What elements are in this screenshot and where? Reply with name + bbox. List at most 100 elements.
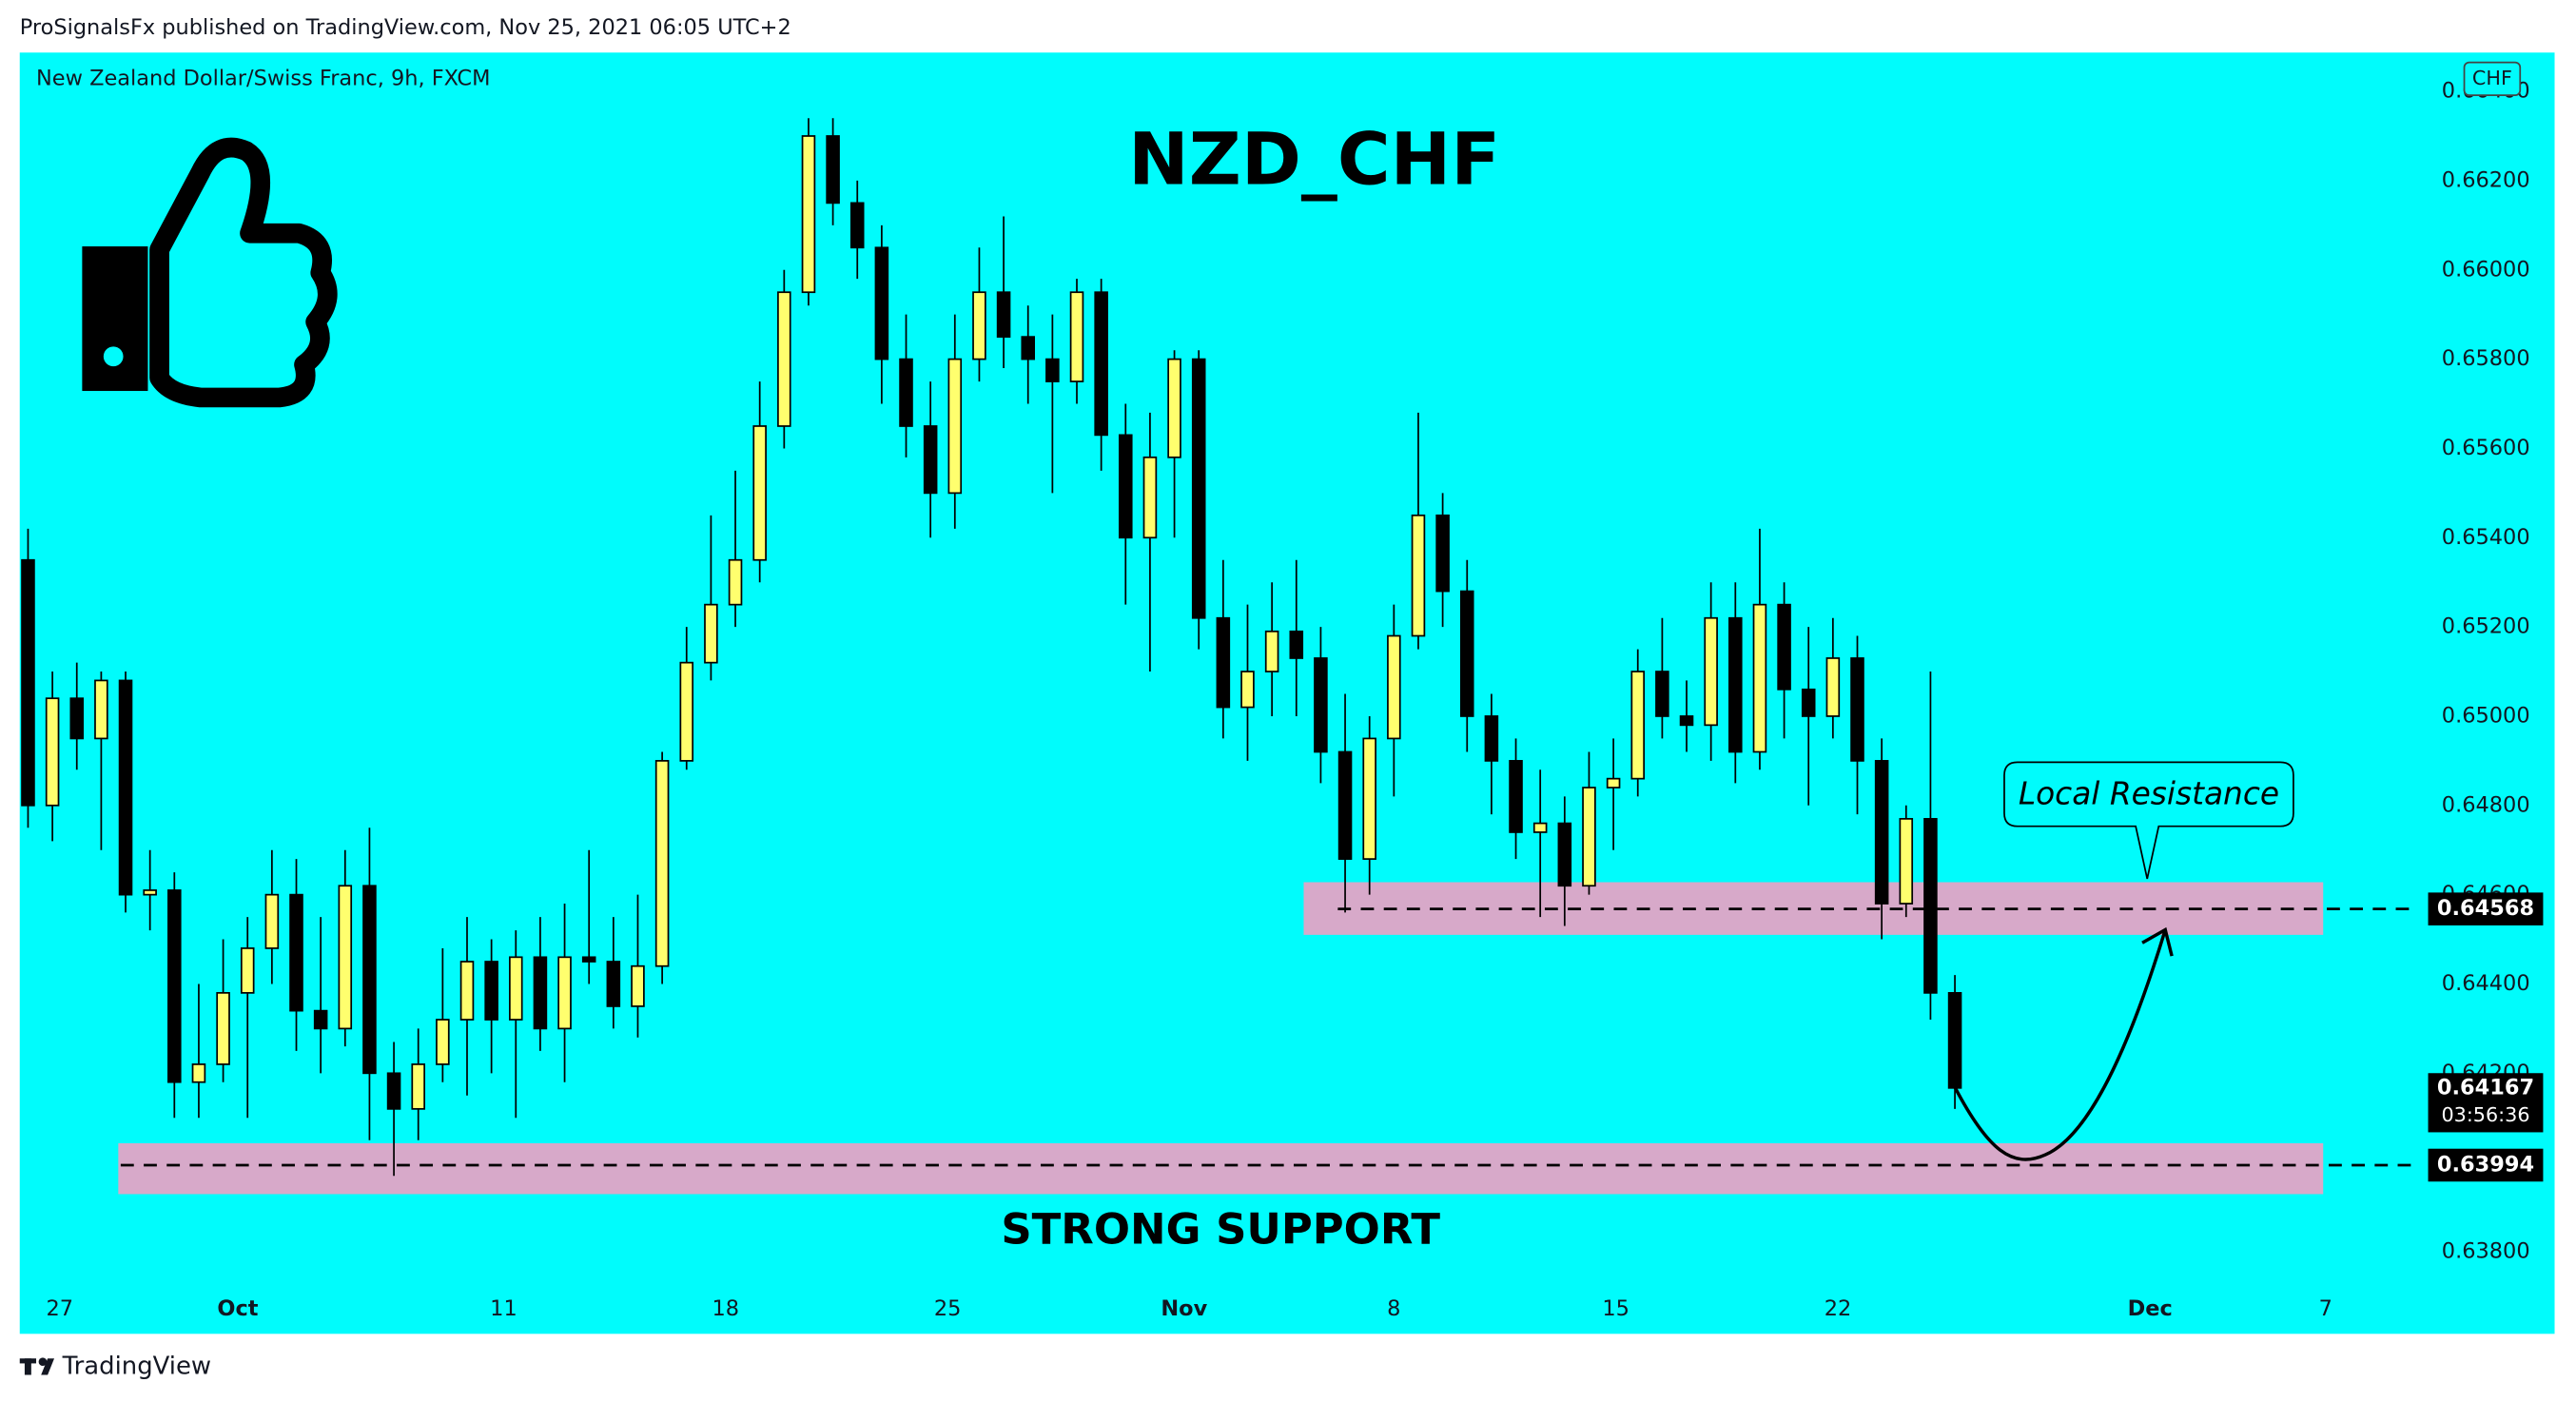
price-zone: [118, 1142, 2324, 1195]
x-tick-label: 15: [1602, 1296, 1630, 1321]
price-axis: 0.638000.640000.642000.644000.646000.648…: [47, 79, 2544, 1321]
candle-body: [1289, 630, 1304, 659]
resistance-annotation: Local Resistance: [2019, 775, 2279, 811]
footer-logo: [19, 1357, 55, 1375]
candle-body: [264, 893, 280, 949]
y-tick-label: 0.64800: [2442, 792, 2530, 817]
candle-body: [1801, 688, 1816, 717]
candle-body: [1655, 671, 1669, 717]
level-tag: [2428, 1148, 2544, 1182]
candle-body: [94, 679, 108, 740]
candle-body: [1509, 760, 1523, 833]
candle-body: [1947, 991, 1962, 1089]
x-tick-label: 27: [47, 1296, 74, 1321]
candle-body: [947, 358, 963, 495]
x-tick-label: 7: [2319, 1296, 2332, 1321]
candle-body: [1606, 777, 1621, 789]
candle-body: [1094, 291, 1108, 437]
candle-body: [45, 697, 60, 807]
candle-body: [143, 889, 157, 896]
candle-body: [240, 947, 255, 994]
candle-body: [777, 291, 791, 427]
candle-body: [1167, 358, 1181, 458]
candle-body: [679, 661, 694, 762]
candle-body: [1557, 822, 1572, 887]
zones: [118, 882, 2324, 1195]
footer-brand: TradingView: [62, 1352, 211, 1380]
candle-body: [216, 991, 230, 1065]
candle-body: [728, 558, 743, 606]
candle-body: [1728, 616, 1743, 753]
candle-body: [1899, 818, 1914, 905]
candle-body: [1777, 603, 1791, 691]
candle-body: [849, 202, 865, 249]
candle-body: [1752, 603, 1767, 753]
candle-body: [362, 885, 377, 1075]
candle-body: [826, 135, 840, 204]
plot: [21, 118, 2415, 1177]
candle-body: [996, 291, 1011, 339]
candle-body: [606, 961, 621, 1007]
candle-body: [1630, 671, 1646, 780]
y-tick-label: 0.63800: [2442, 1238, 2530, 1263]
level-tag: [2428, 892, 2544, 925]
candle-body: [386, 1072, 401, 1110]
icon-dot: [103, 346, 124, 367]
level-tag-label: 0.64568: [2437, 896, 2534, 921]
candle-body: [1874, 760, 1889, 905]
candle-body: [1411, 514, 1426, 637]
candle-body: [557, 956, 572, 1030]
candle-body: [313, 1009, 328, 1030]
x-tick-label: 22: [1825, 1296, 1852, 1321]
candle-body: [1069, 291, 1084, 382]
y-tick-label: 0.66000: [2442, 257, 2530, 282]
chart-background: [19, 52, 2555, 1334]
support-annotation: STRONG SUPPORT: [1001, 1203, 1440, 1254]
candle-body: [1337, 750, 1353, 860]
y-tick-label: 0.65400: [2442, 525, 2530, 550]
y-tick-label: 0.64400: [2442, 971, 2530, 996]
countdown-label: 03:56:36: [2441, 1103, 2529, 1126]
candle-body: [1582, 787, 1596, 887]
x-tick-label: 25: [934, 1296, 962, 1321]
candle-body: [1435, 514, 1450, 593]
candle-body: [1850, 657, 1864, 762]
candle-body: [1216, 616, 1231, 709]
chart-title: NZD_CHF: [1128, 117, 1500, 202]
candle-body: [972, 291, 986, 360]
candle-body: [801, 135, 816, 294]
x-tick-label: Nov: [1161, 1296, 1207, 1321]
x-tick-label: 8: [1387, 1296, 1400, 1321]
candle-body: [923, 425, 938, 495]
candle-body: [533, 956, 548, 1030]
candle-body: [654, 760, 670, 967]
candle-body: [1142, 456, 1158, 539]
candle-body: [874, 246, 889, 360]
candle-body: [21, 558, 35, 807]
candle-body: [509, 956, 523, 1021]
header: ProSignalsFx published on TradingView.co…: [20, 15, 791, 40]
x-tick-label: Oct: [217, 1296, 258, 1321]
y-tick-label: 0.65200: [2442, 614, 2530, 639]
callout-box: [2003, 761, 2294, 880]
candle-body: [581, 956, 596, 963]
currency-label: CHF: [2472, 67, 2512, 89]
candle-body: [1240, 671, 1255, 709]
candle-body: [1191, 358, 1206, 619]
candle-body: [631, 964, 645, 1007]
arrow-head: [2141, 926, 2174, 957]
y-tick-label: 0.65600: [2442, 436, 2530, 460]
candle-body: [1264, 630, 1279, 672]
candle-body: [1704, 616, 1718, 727]
candle-body: [411, 1063, 425, 1110]
x-tick-label: 18: [712, 1296, 740, 1321]
candle-body: [436, 1019, 450, 1065]
icon-cuff: [82, 246, 148, 392]
candle-body: [1021, 336, 1036, 360]
logo-slash: [41, 1358, 55, 1375]
x-tick-label: 11: [490, 1296, 517, 1321]
candle-body: [1314, 657, 1328, 753]
last-price-tag: [2428, 1073, 2544, 1133]
candle-body: [1045, 358, 1060, 382]
candle-body: [1484, 715, 1499, 762]
